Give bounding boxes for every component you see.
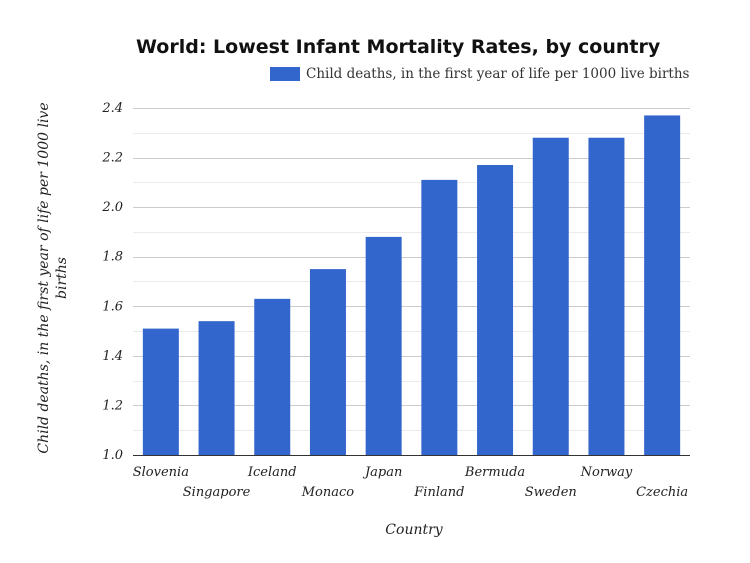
bar-sweden [532, 137, 569, 455]
x-tick-label: Czechia [636, 485, 688, 500]
bar-czechia [644, 115, 681, 455]
y-tick-label: 2.2 [101, 151, 123, 166]
bar-norway [588, 137, 625, 455]
y-tick-label: 1.6 [102, 299, 123, 314]
y-tick-label: 1.0 [102, 448, 123, 463]
x-tick-label: Sweden [525, 485, 577, 500]
x-tick-label: Monaco [301, 485, 355, 500]
bar-finland [421, 179, 458, 455]
x-axis-label: Country [385, 522, 443, 538]
x-tick-label: Norway [580, 465, 633, 480]
x-tick-label: Iceland [247, 465, 297, 480]
bar-bermuda [477, 165, 514, 455]
bar-monaco [309, 269, 346, 455]
x-tick-label: Japan [362, 465, 402, 480]
legend: Child deaths, in the first year of life … [270, 66, 689, 82]
y-tick-label: 1.2 [102, 398, 123, 413]
y-tick-label: 1.8 [102, 250, 123, 265]
legend-label: Child deaths, in the first year of life … [306, 66, 690, 82]
bar-japan [365, 236, 402, 455]
chart-title: World: Lowest Infant Mortality Rates, by… [136, 36, 661, 58]
x-tick-label: Singapore [183, 485, 251, 500]
bar-slovenia [142, 328, 179, 455]
x-tick-label: Bermuda [464, 465, 525, 480]
x-tick-label: Slovenia [133, 465, 189, 480]
y-tick-label: 2.0 [101, 200, 123, 215]
bar-iceland [254, 298, 291, 455]
x-tick-label: Finland [413, 485, 464, 500]
legend-swatch [270, 67, 300, 81]
y-tick-label: 2.4 [101, 101, 123, 116]
y-tick-label: 1.4 [102, 349, 123, 364]
bar-singapore [198, 321, 235, 455]
